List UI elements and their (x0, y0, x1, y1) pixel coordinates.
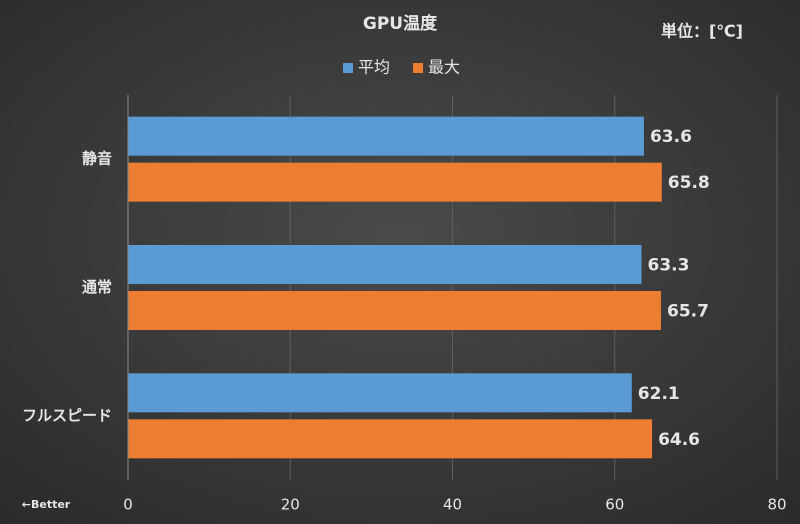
y-tick-label: 静音 (82, 150, 112, 168)
value-label: 65.7 (667, 302, 709, 322)
value-label: 63.6 (650, 127, 692, 147)
bar (128, 291, 661, 330)
legend-swatch (343, 63, 353, 73)
value-label: 63.3 (648, 256, 690, 276)
bar (128, 116, 644, 156)
bar (128, 419, 653, 459)
legend-label: 平均 (358, 58, 390, 77)
bar (128, 373, 632, 413)
value-label: 62.1 (638, 384, 680, 404)
chart-title: GPU温度 (363, 13, 438, 34)
y-tick-label: フルスピード (22, 406, 112, 424)
legend-label: 最大 (428, 58, 460, 77)
annotation: ←Better (22, 498, 71, 511)
bar (128, 162, 662, 202)
value-label: 65.8 (668, 173, 710, 193)
unit-label: 単位：[℃] (661, 22, 743, 41)
bar (128, 245, 642, 284)
x-tick-label: 40 (443, 496, 462, 514)
x-tick-label: 80 (767, 496, 786, 514)
value-label: 64.6 (658, 430, 700, 450)
x-tick-label: 60 (605, 496, 624, 514)
legend-swatch (413, 63, 423, 73)
y-tick-label: 通常 (82, 278, 112, 296)
x-tick-label: 20 (281, 496, 300, 514)
x-tick-label: 0 (123, 496, 133, 514)
